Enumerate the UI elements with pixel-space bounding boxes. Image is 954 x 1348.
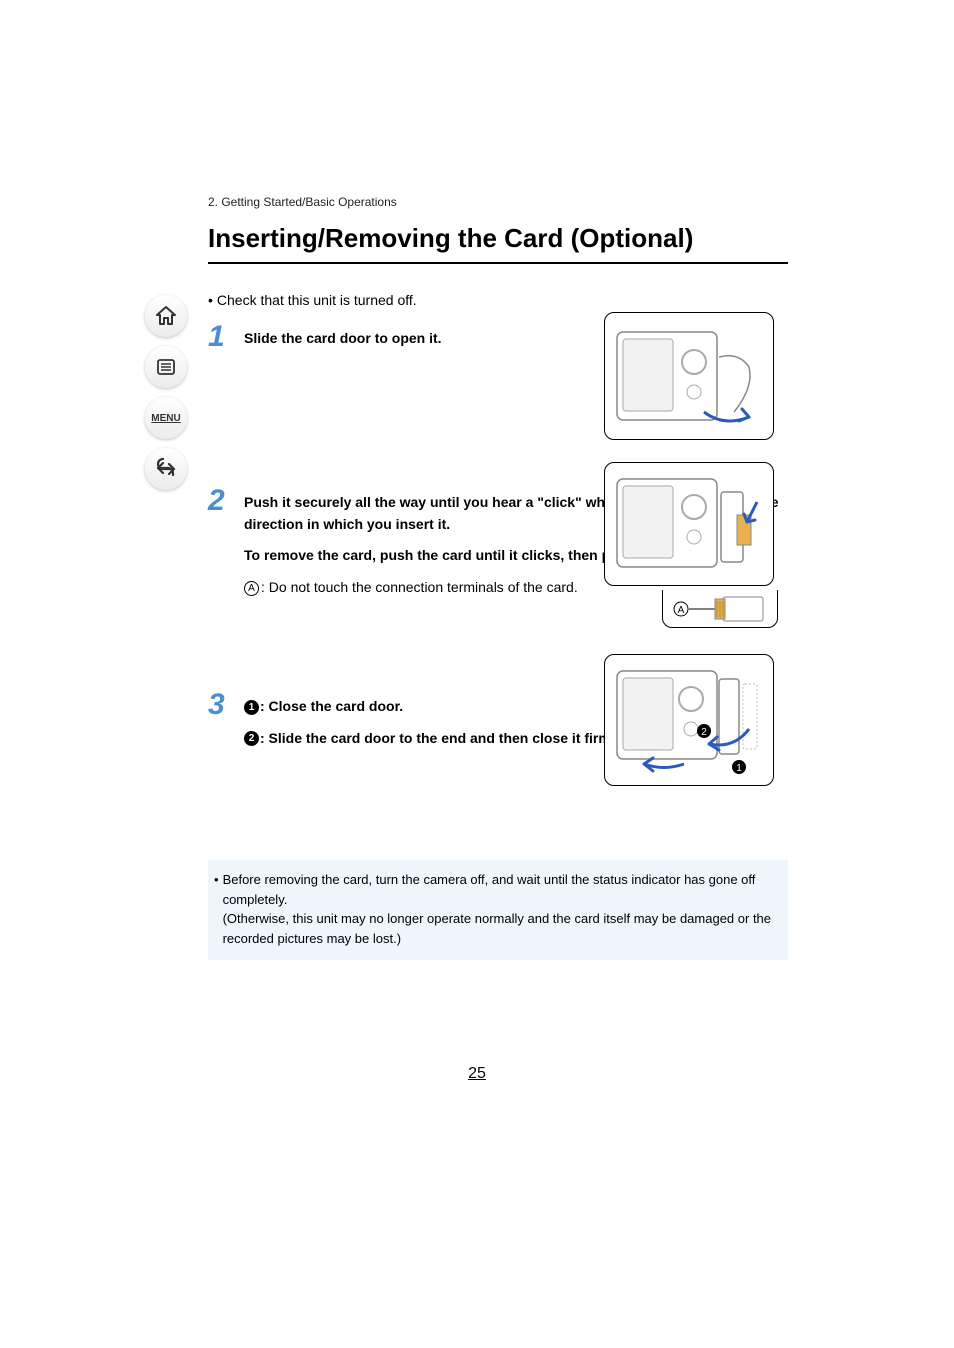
svg-text:1: 1 — [736, 763, 742, 774]
breadcrumb: 2. Getting Started/Basic Operations — [208, 195, 788, 209]
sidebar-nav: MENU — [145, 295, 193, 490]
circle-1-icon: 1 — [244, 700, 259, 715]
camera-illustration-1 — [609, 317, 769, 435]
figure-step-3: 2 1 — [604, 654, 774, 786]
list-icon — [154, 355, 178, 379]
svg-text:A: A — [678, 605, 685, 616]
menu-label: MENU — [151, 413, 180, 424]
intro-text: Check that this unit is turned off. — [217, 292, 417, 308]
contents-button[interactable] — [145, 346, 187, 388]
page-title: Inserting/Removing the Card (Optional) — [208, 223, 788, 264]
bullet: • — [208, 292, 213, 308]
note-line-1: Before removing the card, turn the camer… — [223, 872, 756, 907]
ref-a-icon: A — [244, 581, 259, 596]
back-button[interactable] — [145, 448, 187, 490]
home-icon — [154, 304, 178, 328]
camera-illustration-3: 2 1 — [609, 659, 769, 781]
bullet: • — [214, 870, 219, 948]
circle-2-icon: 2 — [244, 731, 259, 746]
back-icon — [154, 457, 178, 481]
page-number[interactable]: 25 — [0, 1065, 954, 1083]
figure-step-1 — [604, 312, 774, 440]
card-detail: A — [665, 591, 775, 627]
note-line-2: (Otherwise, this unit may no longer oper… — [223, 911, 771, 946]
home-button[interactable] — [145, 295, 187, 337]
figure-step-2 — [604, 462, 774, 586]
svg-text:2: 2 — [701, 727, 707, 738]
camera-illustration-2 — [609, 467, 769, 581]
step-number: 2 — [208, 486, 230, 516]
intro-note: • Check that this unit is turned off. — [208, 292, 788, 308]
ref-a-text: : Do not touch the connection terminals … — [261, 579, 578, 595]
menu-button[interactable]: MENU — [145, 397, 187, 439]
step-number: 3 — [208, 690, 230, 720]
figure-step-2-sub: A — [662, 590, 778, 628]
caution-note: • Before removing the card, turn the cam… — [208, 860, 788, 960]
step-number: 1 — [208, 322, 230, 352]
